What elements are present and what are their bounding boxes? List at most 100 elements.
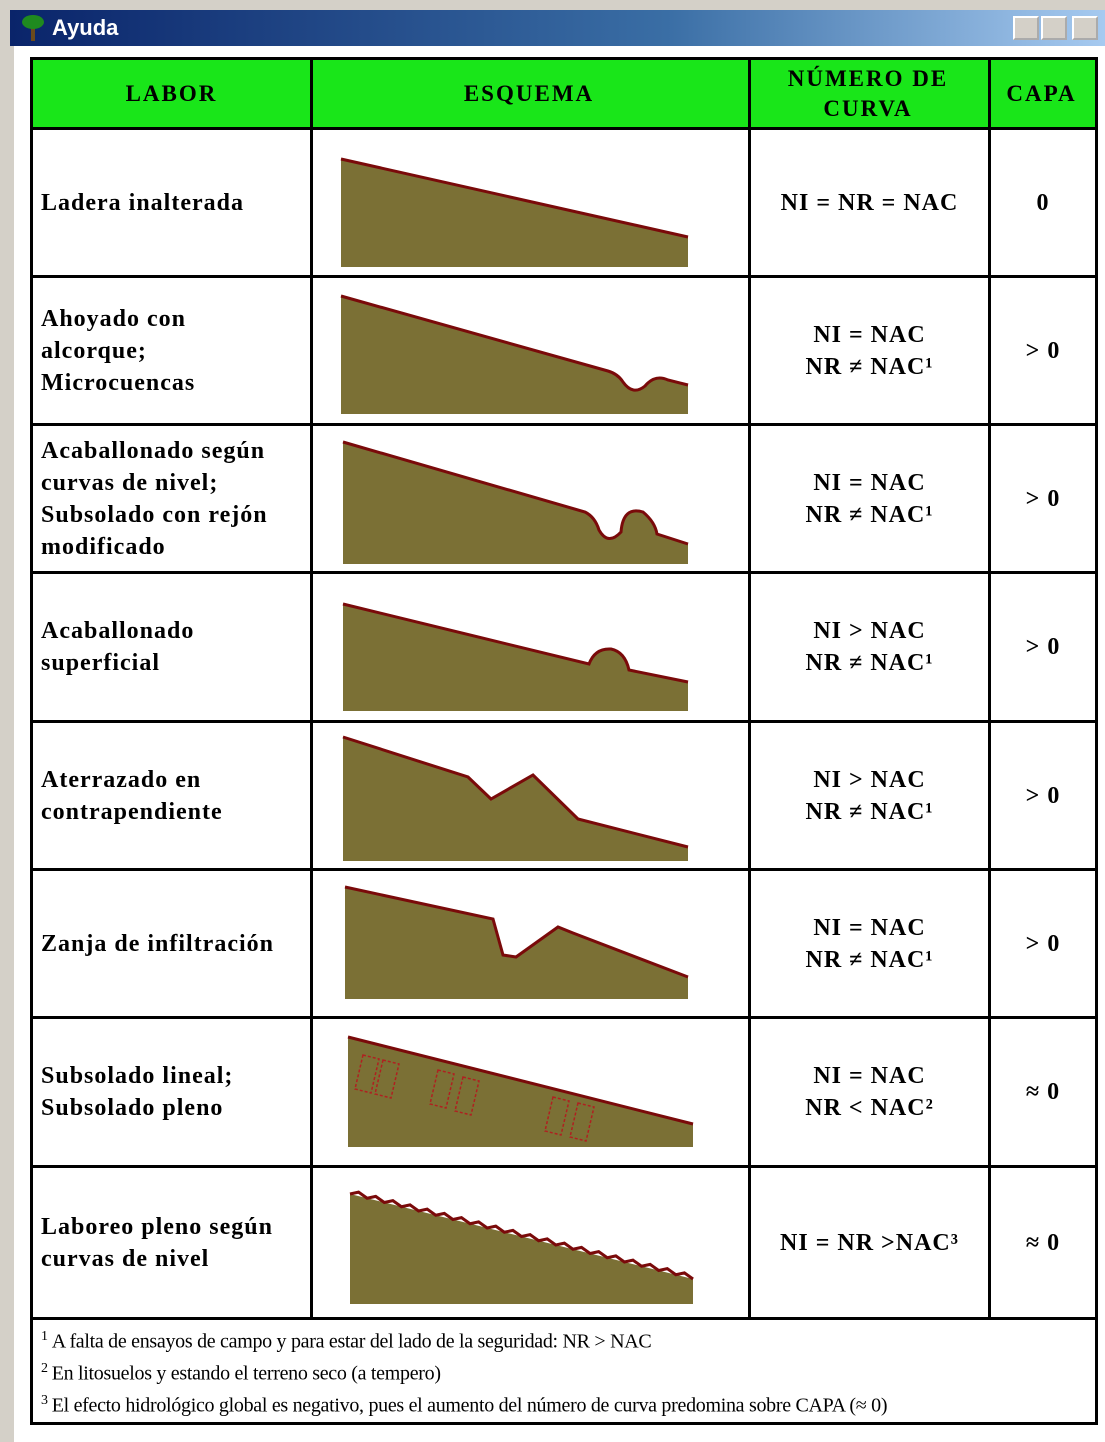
- terrain: [343, 442, 688, 564]
- schematic: [344, 885, 689, 999]
- header-cell: LABOR: [33, 60, 310, 127]
- cell-text-line: LABOR: [125, 80, 218, 106]
- surface: [347, 1035, 694, 1126]
- capa-cell: ≈ 0: [1025, 1079, 1061, 1105]
- curve-number-cell: NI = NAC NR ≠ NAC¹: [751, 871, 988, 1016]
- cell-text-line: NI = NR = NAC: [780, 189, 959, 216]
- cell-text-line: NI = NR >NAC³: [780, 1229, 959, 1256]
- cell-text-line: curvas de nivel;: [41, 469, 219, 496]
- cell-text-line: NI = NAC: [813, 914, 926, 941]
- minimize-button[interactable]: [1013, 16, 1039, 40]
- capa-cell: > 0: [1025, 485, 1061, 512]
- surface: [340, 157, 689, 239]
- header-cell: CAPA: [988, 60, 1095, 127]
- subsoil-cut: [374, 1059, 400, 1099]
- footnote: 3 El efecto hidrológico global es negativ…: [41, 1393, 887, 1418]
- cell-text-line: modificado: [41, 533, 166, 560]
- capa-cell: ≈ 0: [1025, 1229, 1061, 1256]
- cell-text-line: NR ≠ NAC¹: [805, 798, 934, 825]
- cell-text-line: NR ≠ NAC¹: [805, 946, 934, 973]
- cell-text-line: Ladera inalterada: [41, 189, 244, 216]
- surface: [342, 735, 689, 849]
- cell-text-line: superficial: [41, 650, 160, 676]
- curve-number-cell: NI = NAC NR ≠ NAC¹: [751, 278, 988, 423]
- row-rule: [33, 1016, 1095, 1019]
- labor-cell: Ahoyado con alcorque; Microcuencas: [41, 278, 301, 423]
- subsoil-cut: [569, 1102, 595, 1142]
- app-icon: [22, 15, 44, 41]
- schematic: [340, 294, 689, 414]
- maximize-button[interactable]: [1041, 16, 1067, 40]
- cell-text-line: NI = NAC: [813, 469, 926, 496]
- footnote-text: A falta de ensayos de campo y para estar…: [51, 1330, 652, 1353]
- footnote: 2 En litosuelos y estando el terreno seco…: [41, 1361, 441, 1386]
- terrain: [343, 604, 688, 711]
- terrain: [350, 1194, 693, 1304]
- capa-cell: > 0: [1025, 634, 1061, 660]
- column-rule: [988, 60, 991, 1317]
- footnote-mark: 2: [41, 1361, 48, 1376]
- row-rule: [33, 1165, 1095, 1168]
- cell-text-line: NR ≠ NAC¹: [805, 650, 934, 676]
- terrain: [345, 887, 688, 999]
- schematic: [349, 1190, 694, 1304]
- row-rule: [33, 275, 1095, 278]
- terrain: [343, 737, 688, 861]
- capa-cell: 0: [1036, 189, 1050, 216]
- curve-number-cell: NI = NR >NAC³: [751, 1168, 988, 1317]
- labor-cell: Laboreo pleno según curvas de nivel: [41, 1168, 301, 1317]
- cell-text-line: CAPA: [1006, 80, 1077, 106]
- cell-text-line: alcorque;: [41, 337, 147, 364]
- column-rule: [748, 60, 751, 1317]
- cell-text-line: NI > NAC: [813, 618, 926, 644]
- subsoil-cut: [429, 1069, 455, 1109]
- cell-text-line: Subsolado con rejón: [41, 501, 268, 528]
- subsoil-cut: [544, 1096, 570, 1136]
- surface: [342, 440, 689, 546]
- column-rule: [310, 60, 313, 1317]
- cell-text-line: Laboreo pleno según: [41, 1213, 273, 1240]
- cell-text-line: NI = NAC: [813, 1063, 926, 1089]
- surface: [349, 1190, 694, 1281]
- cell-text-line: curvas de nivel: [41, 1245, 210, 1272]
- capa-cell: > 0: [1025, 782, 1061, 809]
- cell-text-line: CURVA: [823, 95, 913, 121]
- row-rule: [33, 868, 1095, 871]
- cell-text-line: ESQUEMA: [463, 80, 595, 106]
- close-button[interactable]: [1072, 16, 1098, 40]
- terrain: [341, 296, 688, 414]
- cell-text-line: Subsolado pleno: [41, 1095, 224, 1121]
- schematic: [340, 157, 689, 267]
- labor-cell: Acaballonado superficial: [41, 574, 301, 720]
- labor-cell: Zanja de infiltración: [41, 871, 301, 1016]
- labor-cell: Ladera inalterada: [41, 130, 301, 275]
- footnote-text: El efecto hidrológico global es negativo…: [51, 1394, 888, 1417]
- cell-text-line: NR < NAC²: [805, 1095, 934, 1121]
- footnote-mark: 1: [41, 1329, 48, 1344]
- schematic: [347, 1035, 694, 1147]
- cell-text-line: NI = NAC: [813, 321, 926, 348]
- labor-cell: Acaballonado según curvas de nivel; Subsol…: [41, 426, 301, 571]
- curve-number-cell: NI = NAC NR ≠ NAC¹: [751, 426, 988, 571]
- curve-number-cell: NI = NR = NAC: [751, 130, 988, 275]
- schematic: [342, 440, 689, 564]
- terrain: [348, 1037, 693, 1147]
- title-bar: Ayuda: [10, 10, 1105, 46]
- header-cell: NÚMERO DE CURVA: [748, 60, 988, 127]
- window-title: Ayuda: [52, 15, 119, 40]
- cell-text-line: contrapendiente: [41, 798, 223, 825]
- footnote-mark: 3: [41, 1393, 48, 1408]
- cell-text-line: Acaballonado: [41, 618, 195, 644]
- help-table: LABOR ESQUEMA NÚMERO DE CURVA CAPA Ladera ina…: [30, 57, 1098, 1425]
- cell-text-line: Aterrazado en: [41, 766, 202, 793]
- row-rule: [33, 720, 1095, 723]
- cell-text-line: NI > NAC: [813, 766, 926, 793]
- surface: [342, 602, 689, 684]
- curve-number-cell: NI = NAC NR < NAC²: [751, 1019, 988, 1165]
- schematic: [342, 602, 689, 711]
- cell-text-line: Ahoyado con: [41, 305, 187, 332]
- cell-text-line: NR ≠ NAC¹: [805, 501, 934, 528]
- row-rule: [33, 571, 1095, 574]
